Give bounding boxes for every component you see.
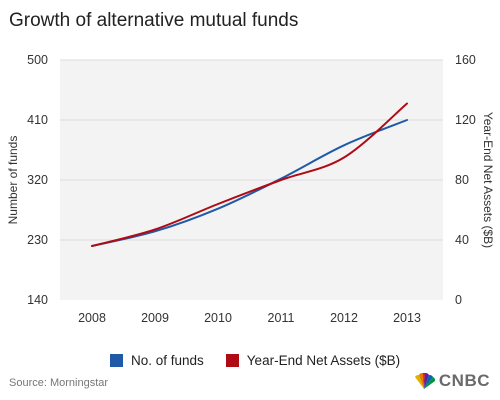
cnbc-logo: CNBC: [412, 371, 490, 391]
x-axis-ticks: 2008 2009 2010 2011 2012 2013: [78, 311, 421, 325]
legend-label-assets: Year-End Net Assets ($B): [246, 353, 401, 368]
y2-tick-label: 80: [455, 173, 469, 187]
x-tick-label: 2012: [330, 311, 358, 325]
series-line-assets: [91, 102, 408, 247]
x-tick-label: 2009: [141, 311, 169, 325]
legend-item-assets: Year-End Net Assets ($B): [225, 353, 401, 368]
x-tick-label: 2011: [268, 311, 295, 325]
logo-text: CNBC: [438, 371, 490, 390]
y2-tick-label: 120: [455, 113, 476, 127]
legend-swatch-funds: [110, 354, 123, 367]
y2-tick-label: 40: [455, 233, 469, 247]
y-tick-label: 140: [27, 293, 48, 307]
right-axis-ticks: 0 40 80 120 160: [455, 53, 476, 307]
series-layer: [91, 102, 408, 247]
y2-axis-label: Year-End Net Assets ($B): [481, 112, 495, 248]
y-tick-label: 500: [27, 53, 48, 67]
x-tick-label: 2013: [393, 311, 421, 325]
source-note: Source: Morningstar: [9, 377, 109, 389]
y2-tick-label: 0: [455, 293, 462, 307]
legend-label-funds: No. of funds: [131, 353, 204, 368]
y-tick-label: 230: [27, 233, 48, 247]
legend-swatch-assets: [225, 354, 239, 367]
chart-title: Growth of alternative mutual funds: [9, 10, 299, 31]
legend: No. of funds Year-End Net Assets ($B): [110, 353, 422, 368]
y-tick-label: 320: [27, 173, 48, 187]
legend-item-funds: No. of funds: [110, 353, 204, 368]
y2-tick-label: 160: [455, 53, 476, 67]
left-axis-ticks: 140 230 320 410 500: [27, 53, 48, 307]
y-tick-label: 410: [27, 113, 48, 127]
y-axis-label: Number of funds: [6, 136, 20, 225]
x-tick-label: 2008: [78, 311, 106, 325]
x-tick-label: 2010: [204, 311, 232, 325]
peacock-icon: [414, 372, 435, 389]
series-line-funds: [91, 119, 408, 247]
